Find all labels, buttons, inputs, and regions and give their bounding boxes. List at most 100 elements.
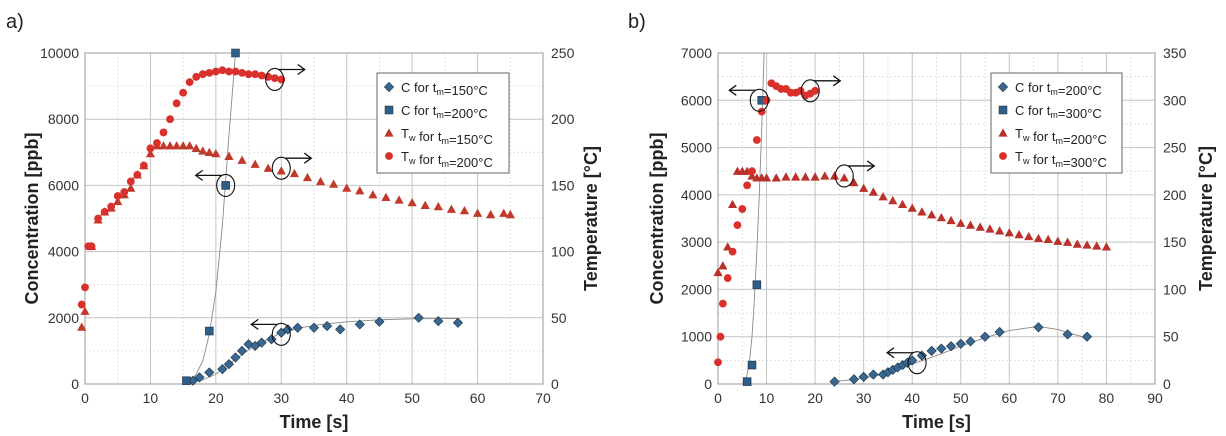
y-tick-label: 6000	[48, 177, 79, 193]
data-point	[120, 188, 129, 196]
arrow-head	[832, 75, 842, 87]
data-point	[723, 242, 733, 251]
axis-indicators	[194, 63, 313, 346]
data-point	[194, 372, 205, 383]
data-point	[158, 141, 169, 150]
data-point	[1101, 242, 1112, 251]
data-point	[192, 72, 201, 81]
data-point	[926, 345, 937, 356]
data-point	[936, 212, 946, 222]
y2-tick-label: 350	[1163, 45, 1187, 61]
legend-label: Tw for tm=150°C	[401, 126, 493, 147]
x-tick-label: 30	[273, 390, 289, 406]
data-point	[250, 159, 260, 168]
data-point	[994, 326, 1005, 338]
data-point	[94, 214, 102, 223]
data-point	[1063, 237, 1073, 246]
data-point	[251, 70, 260, 79]
data-point	[263, 163, 273, 172]
data-point	[829, 171, 840, 180]
data-point	[139, 161, 148, 170]
y-axis-title: Concentration [ppb]	[647, 133, 667, 305]
data-point	[420, 200, 430, 209]
data-point	[179, 88, 188, 97]
y-tick-label: 10000	[40, 45, 79, 61]
data-point	[716, 332, 725, 341]
data-point	[237, 155, 247, 164]
x-tick-label: 70	[535, 390, 551, 406]
indicator-circle	[271, 322, 291, 346]
data-point	[975, 222, 985, 231]
legend-label: C for tm=150°C	[401, 80, 488, 98]
data-point	[781, 172, 791, 181]
y2-tick-label: 50	[1163, 329, 1179, 345]
data-point	[878, 192, 888, 201]
data-point	[354, 319, 365, 330]
x-tick-label: 60	[470, 390, 486, 406]
y-tick-label: 4000	[48, 244, 79, 260]
data-point	[907, 203, 917, 212]
axis-indicators	[728, 75, 927, 375]
plot-frame	[84, 52, 544, 385]
data-point	[77, 300, 86, 309]
data-point	[329, 179, 339, 188]
series-3	[77, 66, 286, 309]
data-point	[407, 198, 417, 207]
data-point	[985, 224, 995, 233]
y2-tick-label: 250	[1163, 140, 1187, 156]
y-tick-label: 2000	[48, 310, 79, 326]
data-point	[302, 172, 313, 182]
data-point	[276, 166, 286, 175]
y-tick-label: 7000	[681, 45, 712, 61]
x-axis-title: Time [s]	[280, 412, 349, 432]
data-point	[133, 170, 142, 179]
data-point	[113, 196, 123, 205]
x-tick-label: 10	[759, 390, 775, 406]
legend-label: C for tm=300°C	[1015, 103, 1102, 121]
legend-marker	[998, 105, 1008, 115]
y-tick-label: 0	[71, 376, 79, 392]
data-point	[945, 341, 957, 352]
data-point	[733, 221, 742, 230]
data-point	[165, 141, 175, 150]
data-point	[266, 334, 277, 345]
y2-tick-label: 0	[1163, 376, 1171, 392]
x-tick-label: 40	[339, 390, 355, 406]
data-point	[374, 316, 385, 327]
data-point	[747, 171, 757, 180]
data-point	[810, 172, 820, 181]
indicator-circle	[834, 164, 854, 188]
data-point	[829, 376, 840, 387]
panel-label: a)	[6, 11, 24, 33]
indicator-circle	[800, 79, 820, 103]
data-point	[956, 218, 966, 227]
y-tick-label: 0	[704, 376, 712, 392]
y-tick-label: 4000	[681, 187, 712, 203]
x-tick-label: 20	[208, 390, 224, 406]
data-point	[185, 78, 194, 87]
data-point	[1062, 329, 1073, 340]
data-point	[223, 359, 235, 370]
x-axis-title: Time [s]	[902, 412, 971, 432]
legend-label: Tw for tm=200°C	[401, 149, 493, 170]
data-point	[198, 70, 207, 79]
data-point	[723, 274, 732, 282]
data-point	[153, 139, 161, 147]
data-point	[1033, 322, 1044, 333]
series-2	[713, 166, 1112, 277]
arrow-head	[885, 347, 895, 359]
data-point	[747, 360, 757, 370]
data-point	[839, 173, 849, 182]
data-point	[225, 67, 233, 76]
indicator-circle	[749, 88, 769, 112]
data-point	[211, 67, 220, 76]
x-tick-label: 60	[1002, 390, 1018, 406]
data-point	[126, 177, 135, 186]
data-point	[221, 181, 230, 190]
data-point	[742, 377, 752, 386]
series-2	[77, 141, 515, 331]
data-point	[315, 176, 326, 186]
data-point	[342, 183, 352, 192]
data-point	[211, 149, 221, 158]
data-point	[897, 199, 908, 208]
